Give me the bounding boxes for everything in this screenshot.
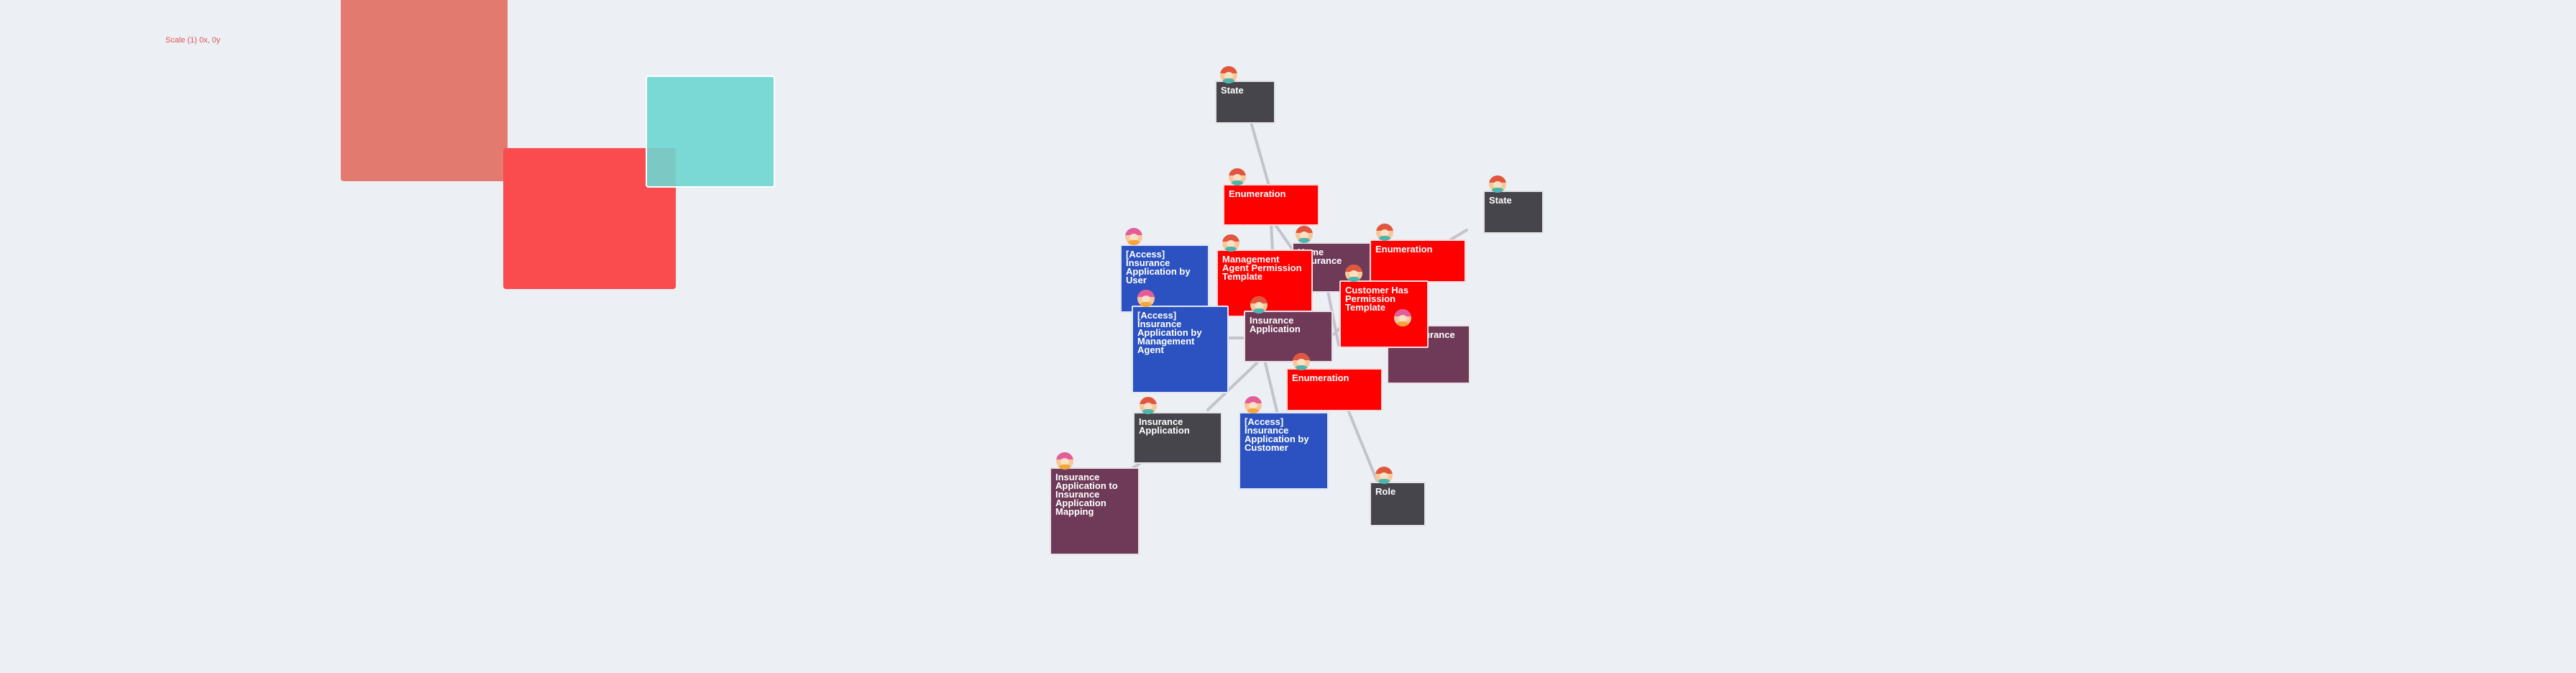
decor-rectangle-salmon <box>341 0 508 181</box>
user-avatar-icon <box>1245 396 1262 413</box>
node-state-top[interactable]: State <box>1215 81 1275 124</box>
node-label: Management Agent Permission Template <box>1222 254 1302 282</box>
node-label: [Access] Insurance Application by Manage… <box>1137 310 1202 355</box>
user-avatar-icon <box>1376 224 1393 241</box>
user-avatar-icon <box>1293 353 1310 370</box>
node-label: [Access] Insurance Application by User <box>1126 249 1191 285</box>
user-avatar-icon <box>1296 226 1313 243</box>
node-enumeration[interactable]: Enumeration <box>1223 184 1319 226</box>
user-avatar-icon <box>1345 265 1362 282</box>
node-state-right[interactable]: State <box>1483 191 1544 234</box>
node-role[interactable]: Role <box>1370 482 1426 526</box>
link <box>1347 408 1378 482</box>
scale-label: Scale (1) 0x, 0y <box>165 36 221 45</box>
node-insurance-application[interactable]: Insurance Application <box>1244 311 1333 362</box>
node-label: Customer Has Permission Template <box>1345 285 1409 313</box>
node-access-by-customer[interactable]: [Access] Insurance Application by Custom… <box>1239 412 1329 490</box>
node-label: Role <box>1375 486 1396 497</box>
link <box>1264 362 1280 418</box>
node-label: State <box>1489 195 1512 206</box>
node-access-by-user[interactable]: [Access] Insurance Application by User <box>1120 244 1209 313</box>
node-label: State <box>1221 85 1244 96</box>
node-label: Insurance Application <box>1250 315 1301 334</box>
decor-rectangle-teal <box>646 75 775 188</box>
user-avatar-icon <box>1137 290 1155 307</box>
node-label: Enumeration <box>1229 188 1286 199</box>
user-avatar-icon <box>1489 175 1506 193</box>
user-avatar-icon <box>1056 452 1073 470</box>
link <box>1250 121 1270 187</box>
link <box>1273 221 1296 253</box>
user-avatar-icon <box>1394 309 1411 326</box>
node-application-mapping[interactable]: Insurance Application to Insurance Appli… <box>1050 467 1140 555</box>
link <box>1206 362 1258 411</box>
node-insurance-application-dark[interactable]: Insurance Application <box>1133 412 1222 464</box>
node-enumeration[interactable]: Enumeration <box>1370 239 1466 283</box>
node-label: Insurance Application to Insurance Appli… <box>1055 472 1118 517</box>
user-avatar-icon <box>1375 467 1393 484</box>
node-customer-permission[interactable]: Customer Has Permission Template <box>1339 280 1429 348</box>
user-avatar-icon <box>1250 296 1268 313</box>
node-access-by-management-agent[interactable]: [Access] Insurance Application by Manage… <box>1132 306 1229 393</box>
node-enumeration[interactable]: Enumeration <box>1286 368 1383 411</box>
node-label: [Access] Insurance Application by Custom… <box>1245 416 1309 453</box>
user-avatar-icon <box>1222 234 1239 252</box>
node-label: Enumeration <box>1292 372 1349 383</box>
user-avatar-icon <box>1125 228 1142 245</box>
node-label: Insurance Application <box>1139 416 1190 436</box>
user-avatar-icon <box>1140 397 1157 414</box>
user-avatar-icon <box>1229 168 1246 186</box>
node-label: Enumeration <box>1375 244 1433 255</box>
user-avatar-icon <box>1220 66 1237 83</box>
